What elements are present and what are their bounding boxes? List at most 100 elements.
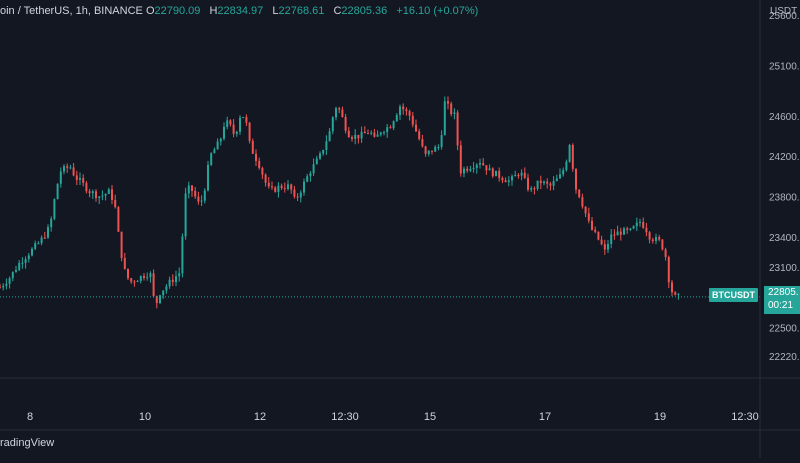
candle-body <box>8 278 11 284</box>
candle-body <box>338 108 341 110</box>
candle-body <box>229 120 232 125</box>
candle-body <box>411 115 414 125</box>
candle-body <box>15 269 17 272</box>
candle-body <box>562 170 565 175</box>
high-label: H <box>209 5 218 17</box>
candle-body <box>354 134 357 139</box>
candle-body <box>37 243 40 245</box>
candle-body <box>53 199 56 219</box>
candle-body <box>389 127 392 129</box>
x-tick-label: 10 <box>139 411 151 423</box>
candle-body <box>11 271 14 279</box>
candle-body <box>111 189 113 201</box>
candle-body <box>200 200 203 202</box>
candle-body <box>463 168 465 174</box>
candle-body <box>226 120 229 127</box>
candle-body <box>43 237 46 239</box>
candle-body <box>578 189 581 198</box>
candle-body <box>546 181 549 184</box>
candle-body <box>95 191 97 199</box>
candle-body <box>258 160 261 169</box>
open-label: O <box>145 5 155 17</box>
candle-body <box>127 268 129 279</box>
candle-body <box>459 145 462 174</box>
y-tick-label: 23800. <box>769 193 800 204</box>
candle-body <box>367 133 369 135</box>
candle-body <box>168 279 171 287</box>
candle-body <box>639 221 641 223</box>
open-value: 22790.09 <box>154 5 201 17</box>
candle-body <box>283 188 286 190</box>
candle-body <box>277 185 280 192</box>
candle-body <box>248 122 251 141</box>
candle-body <box>543 181 545 184</box>
candle-body <box>149 273 152 278</box>
candle-body <box>379 132 382 135</box>
candle-body <box>607 243 609 250</box>
candle-body <box>511 176 513 181</box>
candle-body <box>306 176 309 182</box>
candle-body <box>527 177 529 190</box>
candle-body <box>184 193 187 237</box>
candle-body <box>613 234 616 236</box>
candle-body <box>31 248 33 256</box>
candle-body <box>383 132 385 134</box>
candle-body <box>363 131 366 134</box>
candle-body <box>565 161 568 171</box>
high-value: 22834.97 <box>217 5 264 17</box>
candle-body <box>655 237 657 241</box>
candle-body <box>175 276 177 283</box>
close-value: 22805.36 <box>341 5 388 17</box>
candle-body <box>219 138 222 142</box>
candle-body <box>623 228 625 235</box>
candle-body <box>671 282 673 293</box>
symbol-title: oin / TetherUS, 1h, BINANCE <box>0 5 143 17</box>
candle-body <box>178 273 181 277</box>
candle-body <box>642 221 645 228</box>
candle-body <box>235 131 238 134</box>
candle-body <box>287 184 289 189</box>
candle-body <box>181 236 184 274</box>
bar-countdown: 00:21 <box>768 300 794 311</box>
candle-body <box>21 262 24 264</box>
candle-body <box>136 280 139 282</box>
candle-body <box>251 140 254 154</box>
candle-body <box>424 146 427 155</box>
candle-body <box>533 188 536 190</box>
candle-body <box>437 146 440 148</box>
candle-body <box>296 196 299 198</box>
candle-body <box>677 293 680 295</box>
candle-body <box>27 255 30 260</box>
tradingview-brand[interactable]: radingView <box>0 437 55 449</box>
x-tick-label: 17 <box>539 411 551 423</box>
candle-body <box>312 164 315 174</box>
candle-body <box>536 180 539 189</box>
candle-body <box>40 237 43 244</box>
candle-body <box>191 185 193 191</box>
candle-body <box>18 262 21 270</box>
candle-body <box>357 134 360 139</box>
candle-body <box>98 196 101 199</box>
candle-body <box>658 237 661 240</box>
candle-body <box>555 178 558 182</box>
close-label: C <box>333 5 342 17</box>
candle-body <box>72 167 75 176</box>
candle-body <box>85 182 88 192</box>
candle-body <box>581 197 584 207</box>
candle-body <box>91 191 94 194</box>
x-tick-label: 12:30 <box>731 411 759 423</box>
candle-body <box>453 112 456 115</box>
candle-body <box>271 186 273 188</box>
candle-body <box>328 131 331 142</box>
candle-body <box>69 167 72 169</box>
candle-body <box>498 170 501 178</box>
candle-body <box>280 185 283 189</box>
candle-body <box>431 150 433 152</box>
candle-body <box>568 144 571 162</box>
low-value: 22768.61 <box>278 5 325 17</box>
candle-body <box>450 103 453 115</box>
candle-body <box>591 220 593 230</box>
candle-body <box>2 285 5 288</box>
